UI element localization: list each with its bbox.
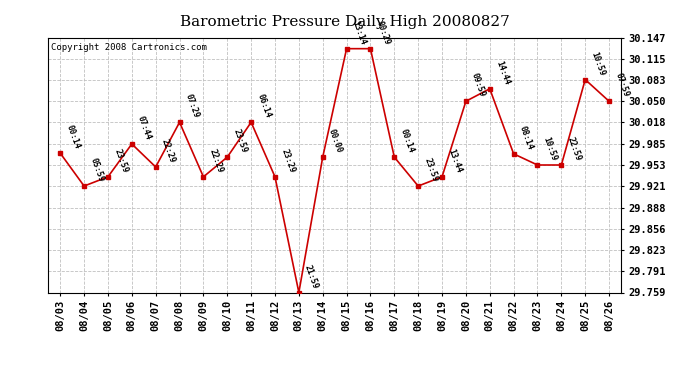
Text: 23:29: 23:29 xyxy=(279,147,296,174)
Text: 00:14: 00:14 xyxy=(64,124,81,150)
Text: Barometric Pressure Daily High 20080827: Barometric Pressure Daily High 20080827 xyxy=(180,15,510,29)
Text: 10:59: 10:59 xyxy=(589,50,607,77)
Text: 00:14: 00:14 xyxy=(398,128,415,154)
Text: 08:14: 08:14 xyxy=(518,124,535,151)
Text: 07:29: 07:29 xyxy=(184,93,201,120)
Text: 22:59: 22:59 xyxy=(566,136,582,162)
Text: 14:44: 14:44 xyxy=(494,59,511,86)
Text: 00:29: 00:29 xyxy=(375,20,392,46)
Text: 23:59: 23:59 xyxy=(231,128,248,154)
Text: 07:59: 07:59 xyxy=(613,72,630,99)
Text: 23:59: 23:59 xyxy=(112,147,129,174)
Text: 22:29: 22:29 xyxy=(160,138,177,164)
Text: 13:14: 13:14 xyxy=(351,20,368,46)
Text: 13:44: 13:44 xyxy=(446,147,463,174)
Text: Copyright 2008 Cartronics.com: Copyright 2008 Cartronics.com xyxy=(51,43,207,52)
Text: 22:29: 22:29 xyxy=(208,147,224,174)
Text: 00:00: 00:00 xyxy=(327,128,344,154)
Text: 09:59: 09:59 xyxy=(470,72,487,99)
Text: 07:44: 07:44 xyxy=(136,115,153,141)
Text: 23:59: 23:59 xyxy=(422,157,440,183)
Text: 10:59: 10:59 xyxy=(542,136,559,162)
Text: 21:59: 21:59 xyxy=(303,263,320,290)
Text: 06:14: 06:14 xyxy=(255,93,273,120)
Text: 05:59: 05:59 xyxy=(88,157,106,183)
